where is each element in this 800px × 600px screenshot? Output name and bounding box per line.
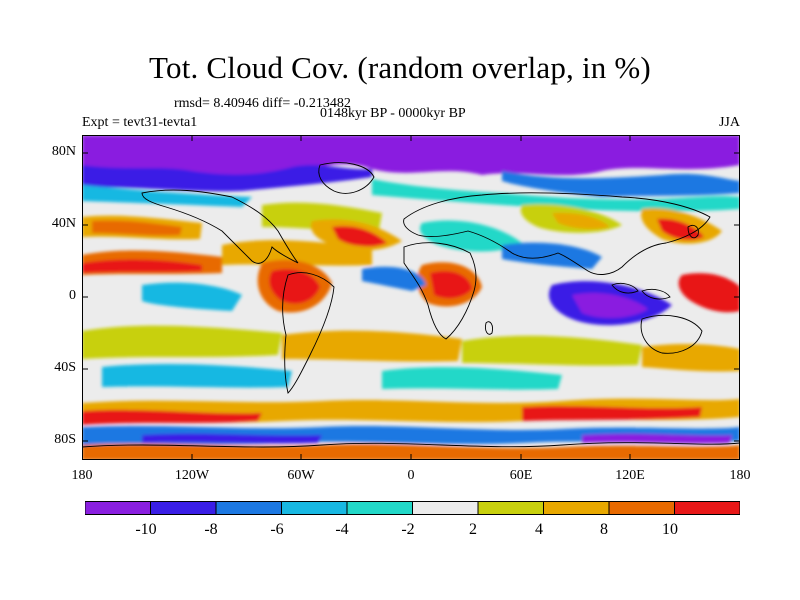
colorbar-swatch — [85, 501, 151, 515]
colorbar-label: -6 — [270, 521, 284, 538]
period-text: 0148kyr BP - 0000kyr BP — [320, 106, 466, 121]
season-label: JJA — [718, 115, 740, 130]
colorbar-label: 4 — [535, 521, 543, 538]
colorbar-swatch — [674, 501, 740, 515]
experiment-label: Expt = tevt31-tevta1 — [82, 115, 198, 130]
cloud-cover-map — [82, 135, 740, 460]
colorbar-label: 2 — [469, 521, 477, 538]
lat-label-80s: 80S — [54, 432, 76, 447]
lat-label-40s: 40S — [54, 360, 76, 375]
colorbar-label: 8 — [600, 521, 608, 538]
lat-label-80n: 80N — [51, 144, 76, 159]
lat-label-40n: 40N — [51, 216, 76, 231]
contour-fields — [82, 135, 740, 460]
colorbar-label: -4 — [335, 521, 349, 538]
colorbar — [85, 501, 740, 515]
coastlines — [82, 162, 740, 448]
colorbar-swatch — [412, 501, 479, 515]
lon-label-180-left: 180 — [71, 468, 93, 483]
colorbar-label: 10 — [662, 521, 678, 538]
stats-text: rmsd= 8.40946 diff= -0.213482 — [174, 96, 351, 111]
lat-label-0: 0 — [69, 288, 76, 303]
colorbar-swatch — [281, 501, 348, 515]
lon-label-180-right: 180 — [729, 468, 751, 483]
lon-label-60e: 60E — [509, 468, 533, 483]
lon-label-120e: 120E — [615, 468, 645, 483]
lon-label-120w: 120W — [174, 468, 210, 483]
colorbar-label: -10 — [135, 521, 157, 538]
lon-label-0: 0 — [407, 468, 415, 483]
axis-ticks — [82, 135, 740, 460]
colorbar-swatch — [608, 501, 675, 515]
colorbar-swatch — [346, 501, 413, 515]
lon-label-60w: 60W — [287, 468, 315, 483]
colorbar-swatch — [215, 501, 282, 515]
colorbar-label: -8 — [204, 521, 218, 538]
map-title: Tot. Cloud Cov. (random overlap, in %) — [149, 50, 651, 85]
colorbar-label: -2 — [401, 521, 415, 538]
colorbar-swatch — [477, 501, 544, 515]
colorbar-swatch — [543, 501, 610, 515]
colorbar-swatch — [150, 501, 217, 515]
